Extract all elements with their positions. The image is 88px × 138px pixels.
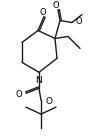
Text: O: O	[53, 1, 59, 10]
Text: O: O	[45, 97, 52, 106]
Text: O: O	[76, 17, 83, 26]
Text: O: O	[40, 8, 46, 17]
Text: O: O	[15, 90, 22, 99]
Text: N: N	[36, 76, 42, 85]
